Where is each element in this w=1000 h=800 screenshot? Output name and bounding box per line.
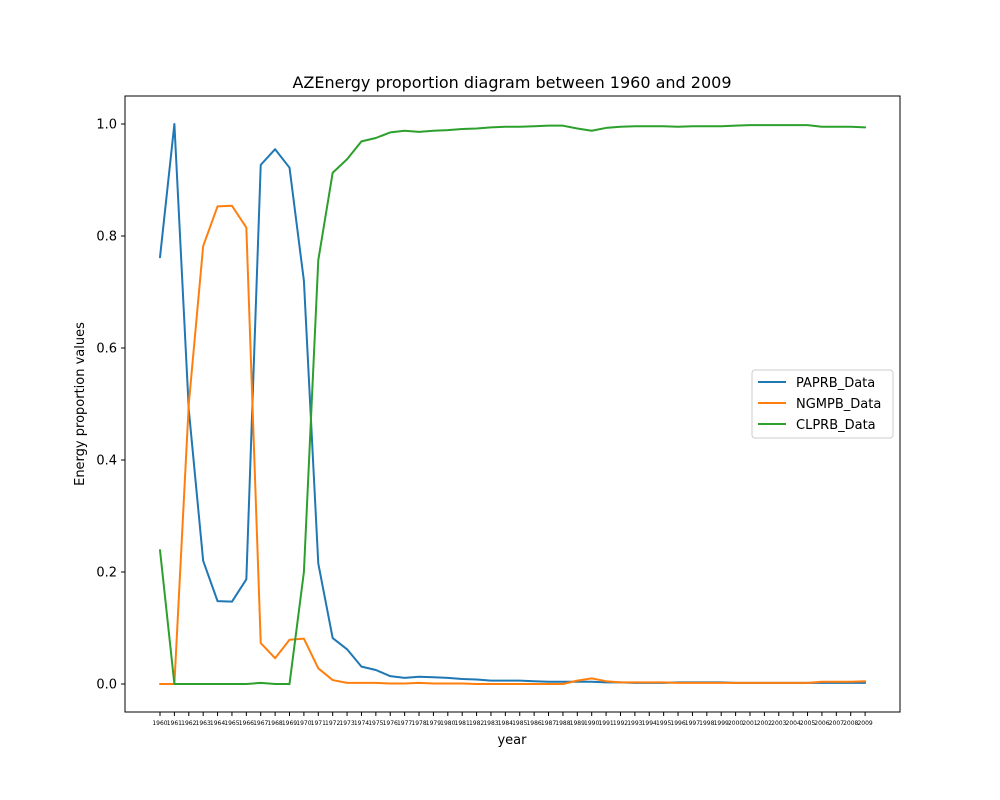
x-tick-label: 1989 <box>570 720 585 727</box>
x-tick-label: 2006 <box>814 720 829 727</box>
x-tick-label: 2000 <box>728 720 743 727</box>
x-tick-label: 2005 <box>800 720 815 727</box>
legend: PAPRB_Data NGMPB_Data CLPRB_Data <box>751 369 894 439</box>
x-tick-label: 1995 <box>656 720 671 727</box>
x-tick-label: 1963 <box>196 720 211 727</box>
x-tick-label: 1993 <box>627 720 642 727</box>
x-tick-label: 1971 <box>311 720 326 727</box>
x-axis: 1960 1961 1962 1963 1964 1965 1966 1967 1968 1969… <box>152 712 873 727</box>
x-tick-label: 1981 <box>455 720 470 727</box>
x-tick-label: 1984 <box>498 720 513 727</box>
x-tick-label: 2004 <box>786 720 801 727</box>
x-tick-label: 1972 <box>325 720 340 727</box>
x-tick-label: 1973 <box>339 720 354 727</box>
y-tick-label: 0.4 <box>96 454 117 469</box>
x-tick-label: 2007 <box>829 720 844 727</box>
y-tick-label: 0.8 <box>96 230 117 245</box>
legend-label: CLPRB_Data <box>796 418 876 433</box>
x-tick-label: 1985 <box>512 720 527 727</box>
y-tick-label: 1.0 <box>96 118 117 133</box>
x-tick-label: 1980 <box>440 720 455 727</box>
x-tick-label: 1976 <box>383 720 398 727</box>
x-tick-label: 1961 <box>167 720 182 727</box>
x-tick-label: 1998 <box>699 720 714 727</box>
series-line-ngmpb-data <box>159 204 867 685</box>
x-tick-label: 1988 <box>555 720 570 727</box>
x-tick-label: 1967 <box>253 720 268 727</box>
x-tick-label: 1986 <box>526 720 541 727</box>
series-line-clprb-data <box>159 124 867 685</box>
x-tick-label: 1991 <box>598 720 613 727</box>
x-tick-label: 2001 <box>742 720 757 727</box>
x-tick-label: 2002 <box>757 720 772 727</box>
x-tick-label: 2009 <box>857 720 872 727</box>
x-tick-label: 1965 <box>224 720 239 727</box>
x-tick-label: 1994 <box>642 720 657 727</box>
x-tick-label: 1987 <box>541 720 556 727</box>
x-tick-label: 1969 <box>282 720 297 727</box>
legend-label: PAPRB_Data <box>796 376 875 391</box>
x-axis-label: year <box>497 733 527 748</box>
y-tick-label: 0.2 <box>96 566 117 581</box>
y-axis: 0.0 0.2 0.4 0.6 0.8 1.0 <box>96 118 125 693</box>
x-tick-label: 1964 <box>210 720 225 727</box>
y-axis-label: Energy proportion values <box>73 322 88 486</box>
x-tick-label: 1974 <box>354 720 369 727</box>
x-tick-label: 1992 <box>613 720 628 727</box>
y-tick-label: 0.0 <box>96 678 117 693</box>
x-tick-label: 1996 <box>670 720 685 727</box>
x-tick-label: 1982 <box>469 720 484 727</box>
x-tick-label: 1966 <box>239 720 254 727</box>
x-tick-label: 1975 <box>368 720 383 727</box>
x-tick-label: 1960 <box>152 720 167 727</box>
legend-box <box>751 369 894 439</box>
x-tick-label: 1978 <box>411 720 426 727</box>
x-tick-label: 1983 <box>483 720 498 727</box>
x-tick-label: 1999 <box>714 720 729 727</box>
chart-title: AZEnergy proportion diagram between 1960… <box>292 73 731 92</box>
x-tick-label: 1990 <box>584 720 599 727</box>
x-tick-label: 2003 <box>771 720 786 727</box>
y-tick-label: 0.6 <box>96 342 117 357</box>
x-tick-label: 2008 <box>843 720 858 727</box>
x-tick-label: 1968 <box>267 720 282 727</box>
x-tick-label: 1970 <box>296 720 311 727</box>
x-tick-label: 1979 <box>426 720 441 727</box>
legend-label: NGMPB_Data <box>796 397 881 412</box>
series-layer <box>159 123 867 685</box>
plot-frame <box>124 95 901 713</box>
x-tick-label: 1977 <box>397 720 412 727</box>
x-tick-label: 1997 <box>685 720 700 727</box>
x-tick-label: 1962 <box>181 720 196 727</box>
